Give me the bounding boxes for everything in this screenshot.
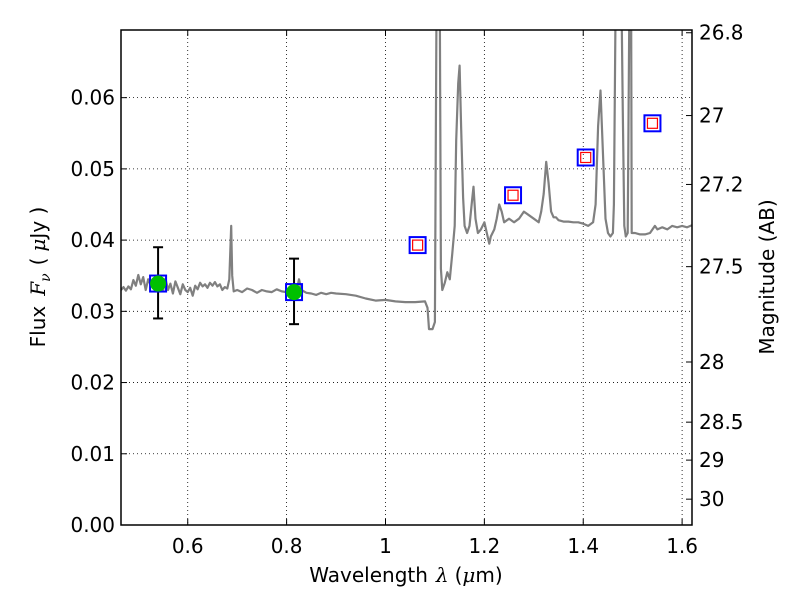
y2-tick-label: 29 bbox=[699, 448, 724, 472]
model-box bbox=[576, 148, 595, 167]
y-tick-label: 0.03 bbox=[70, 299, 115, 323]
y-tick-label: 0.01 bbox=[70, 442, 115, 466]
spectrum-line bbox=[121, 30, 692, 331]
plot-frame bbox=[120, 29, 693, 526]
model-box bbox=[504, 186, 523, 205]
observed-point bbox=[286, 284, 303, 301]
y-axis-title: FluxFν(μJy ) bbox=[26, 207, 54, 348]
observed-point bbox=[150, 275, 167, 292]
x-tick-label: 1.2 bbox=[468, 534, 500, 558]
plot-area bbox=[121, 30, 692, 331]
y2-axis-title: Magnitude (AB) bbox=[755, 199, 779, 354]
predicted-box bbox=[646, 117, 659, 129]
x-tick-label: 0.6 bbox=[172, 534, 204, 558]
x-tick-label: 1.4 bbox=[567, 534, 599, 558]
grid bbox=[121, 30, 692, 525]
axis-ticks: 0.6 0.8 1 1.2 1.4 1.6 0.00 0.01 0.02 0.03 0.04 0.05… bbox=[70, 21, 743, 558]
y2-tick-label: 30 bbox=[699, 487, 724, 511]
y-tick-label: 0.02 bbox=[70, 371, 115, 395]
y-tick-label: 0.05 bbox=[70, 157, 115, 181]
y-tick-label: 0.04 bbox=[70, 228, 115, 252]
x-tick-label: 0.8 bbox=[271, 534, 303, 558]
y2-tick-label: 27.5 bbox=[699, 255, 744, 279]
x-axis-title: Wavelength λ (μm) bbox=[309, 563, 502, 587]
y2-tick-label: 27.2 bbox=[699, 172, 744, 196]
model-box bbox=[643, 114, 662, 133]
y2-tick-label: 28 bbox=[699, 350, 724, 374]
predicted-box bbox=[412, 239, 424, 251]
y2-tick-label: 27 bbox=[699, 104, 724, 128]
model-box bbox=[408, 236, 427, 255]
x-tick-label: 1 bbox=[379, 534, 392, 558]
y2-tick-label: 28.5 bbox=[699, 410, 744, 434]
y-tick-label: 0.06 bbox=[70, 86, 115, 110]
predicted-box bbox=[507, 189, 519, 201]
y2-tick-label: 26.8 bbox=[699, 21, 744, 45]
y-tick-label: 0.00 bbox=[70, 513, 115, 537]
x-tick-label: 1.6 bbox=[666, 534, 698, 558]
predicted-box bbox=[580, 151, 592, 164]
